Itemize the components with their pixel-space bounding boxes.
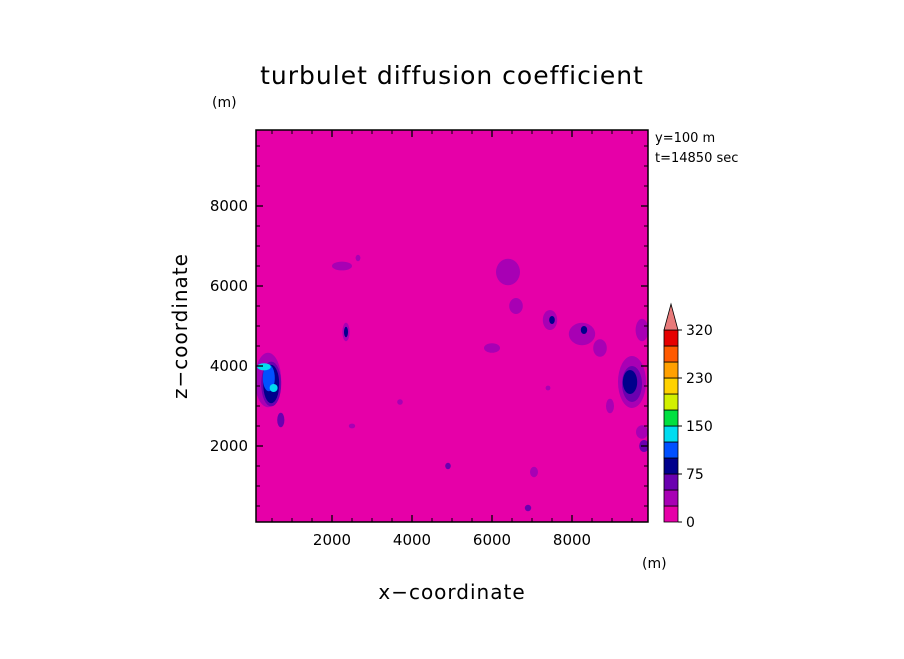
x-tick-label-0: 2000 <box>313 531 351 549</box>
colorbar-segment-0 <box>663 505 679 523</box>
y-axis-ticks: 2000 4000 6000 8000 <box>210 145 648 507</box>
x-tick-label-1: 4000 <box>393 531 431 549</box>
colorbar-segment-6 <box>663 409 679 427</box>
colorbar-segment-5 <box>663 425 679 443</box>
colorbar-label-2: 150 <box>686 419 713 435</box>
y-unit-label: (m) <box>212 95 237 111</box>
colorbar-label-4: 320 <box>686 323 713 339</box>
contour-blob-22 <box>568 322 596 346</box>
colorbar-label-1: 75 <box>686 467 704 483</box>
contour-blob-20 <box>549 316 555 324</box>
colorbar-segment-2 <box>663 473 679 491</box>
y-tick-label-0: 2000 <box>210 437 248 455</box>
contour-blob-9 <box>332 261 352 271</box>
contour-blob-11 <box>348 423 356 429</box>
contour-blob-8 <box>344 326 348 338</box>
x-unit-label: (m) <box>642 556 667 572</box>
info-line-t: t=14850 sec <box>655 151 738 166</box>
contour-blob-4 <box>257 363 271 371</box>
x-axis-label: x−coordinate <box>378 580 525 604</box>
colorbar-segment-8 <box>663 377 679 395</box>
contour-blob-5 <box>269 384 278 392</box>
contour-blob-14 <box>484 343 500 353</box>
contour-blob-17 <box>530 466 538 478</box>
contour-blob-12 <box>397 399 403 405</box>
contour-blob-15 <box>496 258 520 286</box>
contour-blob-6 <box>277 412 285 428</box>
contour-blob-30 <box>636 425 648 439</box>
contour-blob-25 <box>606 398 614 414</box>
contour-blob-16 <box>509 298 523 314</box>
contour-blob-28 <box>622 370 638 394</box>
contour-blob-21 <box>545 385 551 391</box>
plot-area: 2000 4000 6000 8000 2000 4000 6000 8000 <box>210 129 649 549</box>
colorbar: 0 75 150 230 320 <box>663 302 713 531</box>
contour-blob-23 <box>580 326 588 334</box>
y-axis-label: z−coordinate <box>168 253 192 399</box>
y-tick-label-3: 8000 <box>210 197 248 215</box>
x-tick-label-2: 6000 <box>473 531 511 549</box>
colorbar-segment-3 <box>663 457 679 475</box>
colorbar-segment-7 <box>663 393 679 411</box>
contour-blob-24 <box>593 339 607 357</box>
chart-title: turbulet diffusion coefficient <box>260 61 644 90</box>
colorbar-segment-1 <box>663 489 679 507</box>
colorbar-segment-11 <box>663 329 679 347</box>
contour-blob-13 <box>445 462 451 470</box>
x-tick-label-3: 8000 <box>553 531 591 549</box>
colorbar-label-0: 0 <box>686 515 695 531</box>
colorbar-segment-9 <box>663 361 679 379</box>
colorbar-segment-4 <box>663 441 679 459</box>
y-tick-label-1: 4000 <box>210 357 248 375</box>
contour-blob-29 <box>635 318 648 342</box>
x-axis-ticks: 2000 4000 6000 8000 <box>271 130 633 549</box>
info-line-y: y=100 m <box>655 131 715 146</box>
colorbar-label-3: 230 <box>686 371 713 387</box>
contour-features <box>256 254 648 512</box>
y-tick-label-2: 6000 <box>210 277 248 295</box>
contour-blob-18 <box>524 504 532 512</box>
colorbar-segment-10 <box>663 345 679 363</box>
contour-blob-10 <box>355 254 361 262</box>
colorbar-extend-arrow <box>663 302 679 331</box>
